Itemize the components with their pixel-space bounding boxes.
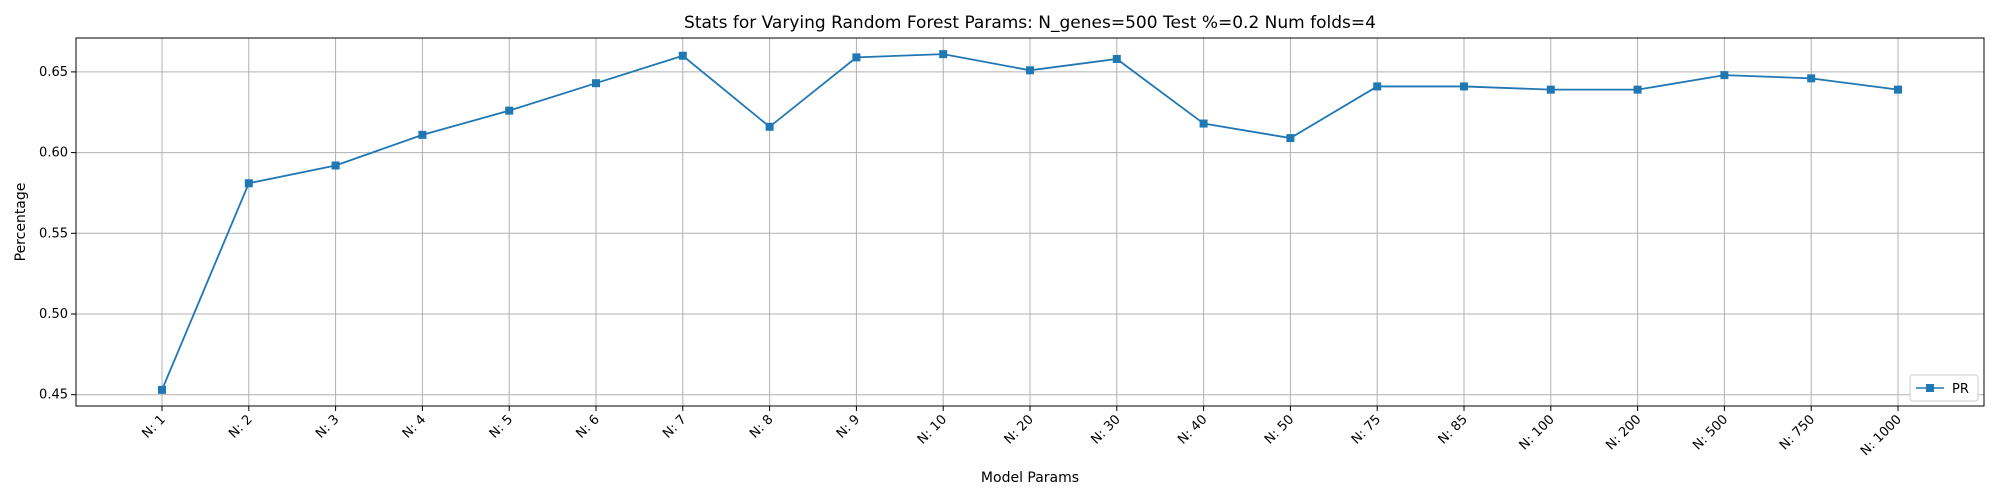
data-point (1807, 74, 1816, 83)
y-tick-label: 0.60 (39, 146, 68, 161)
data-point (765, 122, 774, 131)
plot-frame (75, 37, 1985, 407)
y-tick-label: 0.55 (39, 226, 68, 241)
data-point (1633, 85, 1642, 94)
data-point (1894, 85, 1902, 94)
data-point (1460, 82, 1468, 91)
data-point (158, 385, 166, 394)
legend-marker (1926, 384, 1934, 392)
data-point (1373, 82, 1382, 91)
y-tick-label: 0.65 (39, 65, 68, 80)
chart-title: Stats for Varying Random Forest Params: … (684, 13, 1376, 33)
legend: PR (1909, 374, 1979, 402)
data-point (678, 51, 687, 60)
data-point (852, 53, 861, 62)
data-point (244, 179, 253, 188)
x-axis-label: Model Params (981, 470, 1079, 486)
data-point (1026, 66, 1034, 75)
data-point (1720, 71, 1729, 80)
y-tick-label: 0.50 (39, 307, 68, 322)
grid-lines (76, 38, 1984, 406)
data-point (592, 79, 600, 88)
y-tick-label: 0.45 (39, 388, 68, 403)
data-point (505, 106, 514, 115)
data-point (1546, 85, 1555, 94)
data-point (418, 130, 427, 139)
data-point (1112, 54, 1121, 63)
legend-label-pr: PR (1952, 382, 1969, 397)
data-point (1199, 119, 1208, 128)
data-point (939, 50, 948, 59)
data-point (1286, 134, 1295, 143)
series-pr (158, 50, 1902, 394)
y-axis-label: Percentage (13, 183, 29, 262)
y-axis-ticks: 0.45 0.50 0.55 0.60 0.65 (39, 65, 76, 403)
data-point (331, 161, 340, 170)
